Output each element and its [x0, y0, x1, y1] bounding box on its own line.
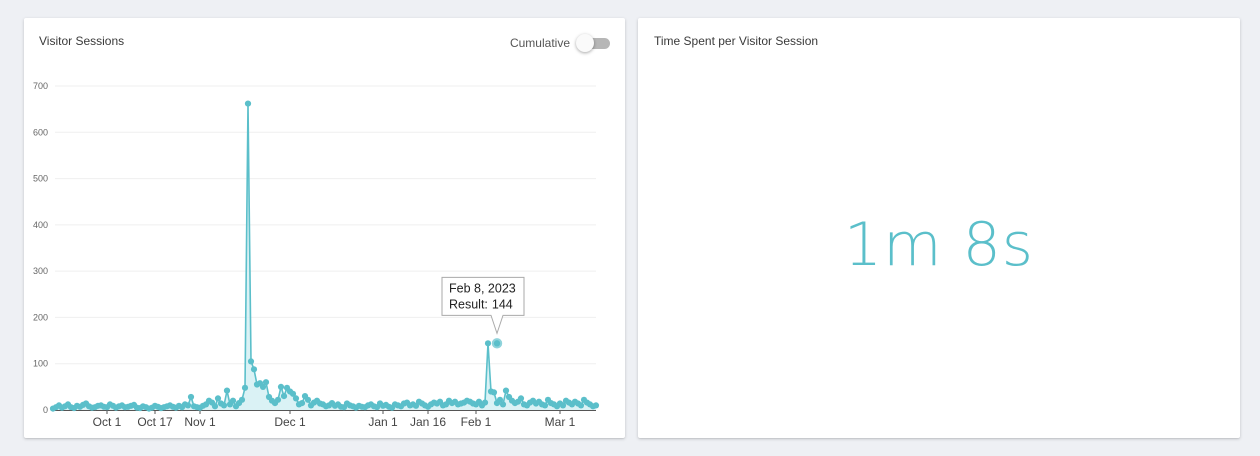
x-tick-label: Oct 1 [93, 415, 122, 429]
data-point[interactable] [517, 395, 525, 402]
data-point[interactable] [247, 358, 255, 365]
tooltip-result: Result: 144 [449, 297, 513, 311]
data-point[interactable] [481, 399, 489, 406]
x-tick-label: Jan 1 [368, 415, 398, 429]
visitor-sessions-chart: 0 100 200 300 400 500 600 700 Oct 1 Oct 17 Nov 1 D… [33, 81, 600, 429]
y-axis-ticks: 0 100 200 300 400 500 600 700 [33, 81, 48, 415]
x-axis-ticks: Oct 1 Oct 17 Nov 1 Dec 1 Jan 1 Jan 16 Feb 1 Mar… [93, 410, 576, 429]
y-tick-label: 100 [33, 359, 48, 369]
y-tick-label: 700 [33, 81, 48, 91]
data-point[interactable] [592, 402, 600, 409]
visitor-sessions-card: Visitor Sessions Cumulative 0 100 200 300 40… [24, 18, 625, 438]
data-point[interactable] [541, 402, 549, 409]
x-tick-label: Oct 17 [137, 415, 173, 429]
tooltip-result-value: 144 [492, 297, 513, 311]
highlighted-data-point[interactable] [491, 338, 503, 349]
data-point[interactable] [241, 384, 249, 391]
y-tick-label: 500 [33, 174, 48, 184]
y-tick-label: 300 [33, 266, 48, 276]
data-point[interactable] [262, 379, 270, 386]
data-point[interactable] [289, 390, 297, 397]
data-point[interactable] [499, 401, 507, 408]
tooltip-box [441, 276, 525, 335]
y-tick-label: 200 [33, 312, 48, 322]
data-point[interactable] [577, 402, 585, 409]
data-point[interactable] [277, 383, 285, 390]
grid-lines [55, 85, 596, 365]
data-point[interactable] [559, 402, 567, 409]
cumulative-toggle[interactable] [576, 34, 610, 52]
x-tick-label: Jan 16 [410, 415, 446, 429]
time-spent-value: 1m 8s [843, 210, 1035, 280]
visitor-sessions-title: Visitor Sessions [39, 34, 125, 48]
x-tick-label: Dec 1 [274, 415, 306, 429]
x-tick-label: Mar 1 [545, 415, 576, 429]
y-tick-label: 400 [33, 220, 48, 230]
data-point[interactable] [223, 387, 231, 394]
data-point[interactable] [502, 387, 510, 394]
series-line [52, 102, 597, 410]
chart-tooltip: Feb 8, 2023 Result: 144 [441, 276, 525, 335]
time-spent-card: Time Spent per Visitor Session 1m 8s [638, 18, 1240, 438]
data-point[interactable] [259, 383, 267, 390]
toggle-knob [576, 34, 594, 52]
data-point[interactable] [484, 340, 492, 347]
x-tick-label: Nov 1 [184, 415, 216, 429]
tooltip-result-label: Result: [449, 297, 488, 311]
data-point[interactable] [220, 402, 228, 409]
tooltip-date: Feb 8, 2023 [449, 281, 516, 295]
data-point[interactable] [211, 403, 219, 410]
data-point[interactable] [238, 396, 246, 403]
data-point[interactable] [292, 395, 300, 402]
cumulative-toggle-group: Cumulative [509, 34, 610, 52]
data-point[interactable] [184, 402, 192, 409]
data-point[interactable] [490, 389, 498, 396]
y-tick-label: 0 [43, 405, 48, 415]
data-point[interactable] [496, 396, 504, 403]
x-tick-label: Feb 1 [461, 415, 492, 429]
time-spent-title: Time Spent per Visitor Session [654, 34, 819, 48]
data-point[interactable] [187, 393, 195, 401]
data-point[interactable] [229, 397, 237, 404]
data-point[interactable] [304, 396, 312, 403]
data-point[interactable] [250, 366, 258, 373]
y-tick-label: 600 [33, 127, 48, 137]
series-points[interactable] [49, 100, 600, 412]
data-point[interactable] [280, 393, 288, 400]
toggle-track [582, 38, 610, 49]
data-point[interactable] [274, 396, 282, 403]
cumulative-label: Cumulative [509, 36, 570, 50]
data-point[interactable] [214, 395, 222, 402]
data-point[interactable] [244, 100, 252, 107]
data-point[interactable] [298, 400, 306, 407]
